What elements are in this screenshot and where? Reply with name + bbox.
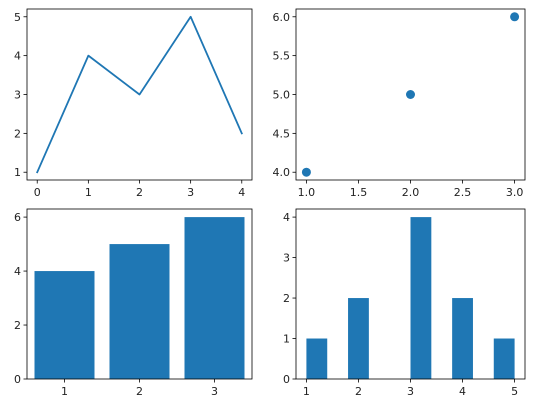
y-tick-label: 5.5 [273,50,291,63]
y-tick-label: 4.5 [273,127,291,140]
x-tick-label: 1.0 [298,186,316,199]
histogram-bar [348,298,369,379]
histogram-bar [410,217,432,379]
histogram-bar [452,298,473,379]
x-tick-label: 2 [355,385,362,398]
x-tick-label: 5 [511,385,518,398]
subplot-2: 1.0 1.5 2.0 2.5 3.0 4.0 4.5 5.0 5.5 6.0 [273,8,526,199]
y-tick-label: 5.0 [273,89,291,102]
y-tick-label: 4 [283,211,290,224]
x-tick-label: 3 [407,385,414,398]
x-tick-label: 2.0 [402,186,420,199]
x-tick-label: 3 [211,385,218,398]
x-tick-label: 1 [61,385,68,398]
histogram-bar [493,338,515,379]
y-tick-label: 2 [283,292,290,305]
y-tick-label: 3 [14,89,21,102]
subplot-3: 1 2 3 0 2 4 6 [14,208,253,398]
y-tick-label: 1 [14,166,21,179]
y-tick-label: 1 [283,333,290,346]
bar [109,244,170,379]
x-tick-label: 0 [34,186,41,199]
y-tick-label: 4.0 [273,166,291,179]
y-tick-label: 4 [14,265,21,278]
x-tick-label: 4 [238,186,245,199]
y-tick-label: 4 [14,50,21,63]
y-tick-label: 6.0 [273,11,291,24]
x-tick-label: 2.5 [454,186,472,199]
series-line [36,15,243,174]
y-tick-label: 5 [14,11,21,24]
x-tick-label: 1 [303,385,310,398]
y-tick-label: 0 [283,373,290,386]
bar [34,271,95,379]
scatter-point [406,90,415,99]
x-tick-label: 1.5 [350,186,368,199]
x-tick-label: 1 [85,186,92,199]
bar [184,217,245,379]
x-tick-label: 2 [136,186,143,199]
x-tick-label: 2 [136,385,143,398]
x-tick-label: 4 [459,385,466,398]
y-tick-label: 0 [14,373,21,386]
scatter-point [301,167,311,177]
x-tick-label: 3.0 [506,186,524,199]
histogram-bar [306,338,328,379]
y-tick-label: 2 [14,319,21,332]
y-tick-label: 2 [14,127,21,140]
x-tick-label: 3 [187,186,194,199]
scatter-point [510,12,520,22]
y-tick-label: 6 [14,211,21,224]
y-tick-label: 3 [283,252,290,265]
